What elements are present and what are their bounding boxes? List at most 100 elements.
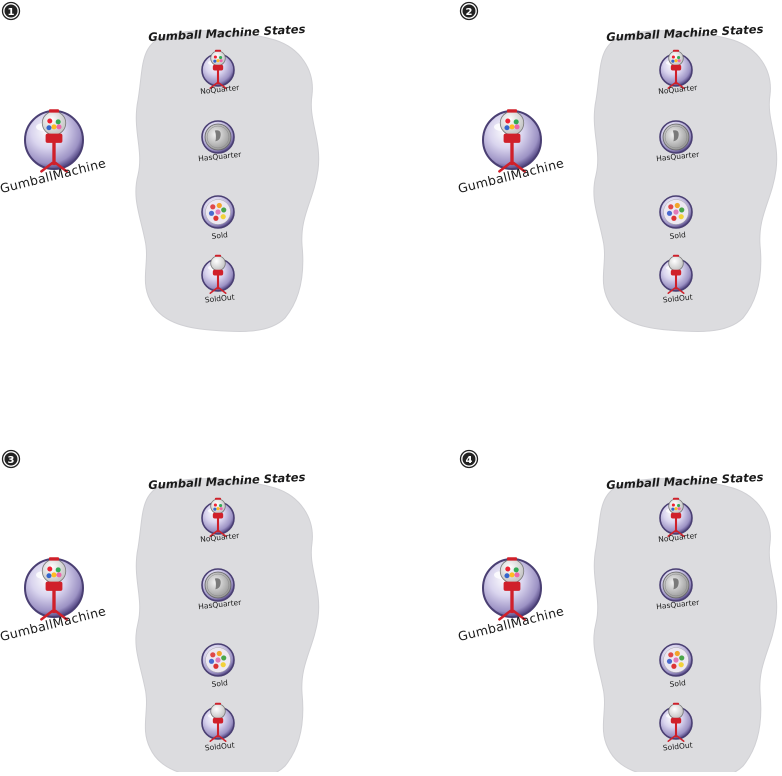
machine-body [212,512,224,519]
gumball [51,124,57,130]
machine-cap [214,702,222,705]
gumball [216,650,222,657]
panel-number-badge: 4 [459,449,479,469]
state-node [659,120,693,154]
badge-inner [4,452,18,466]
gumball [208,210,215,216]
machine-cap [672,497,680,500]
gumball [677,503,681,508]
panel-number: 4 [466,455,473,466]
machine-feet [498,161,526,173]
coin-profile [672,130,679,142]
gumball [504,573,510,579]
gumball-machine [24,109,84,173]
state-label: SoldOut [662,740,693,752]
gumball-machine-icon [498,109,526,173]
machine-body [670,64,682,71]
machine-globe [499,110,525,136]
machine-feet [667,735,685,742]
states-container [135,478,320,776]
state-label: Sold [211,678,228,689]
quarter-coin-icon [662,571,690,599]
panel-number: 1 [8,7,15,18]
machine-globe [668,703,684,719]
gumball [671,663,677,669]
gumball [666,658,673,664]
machine-feet [667,530,685,537]
gumball [509,124,515,130]
gumball [51,572,57,578]
machine-cap [672,49,680,52]
coin-rim [206,573,230,597]
empty-gumball-machine-icon [667,254,685,294]
state-node [201,643,235,677]
gumball [213,55,217,59]
gumball [213,507,217,511]
machine-pole [674,723,678,738]
state-node [659,497,693,537]
gumball [504,125,510,131]
gumball [668,204,674,210]
state-node [201,568,235,602]
gumball [671,55,675,59]
machine-cap [48,109,60,113]
panel-number: 2 [466,7,473,18]
gumball-machine-icon [209,497,227,537]
state-node [201,195,235,229]
machine-globe [668,50,684,66]
panel-number-badge: 2 [459,1,479,21]
badge-inner [462,4,476,18]
machine-pole [52,590,56,614]
gumball-machine-icon [209,49,227,89]
panel-number-badge: 1 [1,1,21,21]
gumball [56,572,62,578]
machine-pole [216,723,220,738]
gumball-machine [482,557,542,621]
gumball [514,572,520,578]
machine-body [45,133,63,143]
machine-body [503,581,521,591]
coin-profile [214,578,221,590]
empty-gumball-machine-icon [667,702,685,742]
machine-cap [506,109,518,113]
gumball [210,204,216,210]
gumball [220,662,226,668]
machine-globe [210,498,226,514]
machine-pole [510,142,514,166]
panel-number-badge: 3 [1,449,21,469]
machine-pole [216,518,220,533]
gumball-machine-icon [667,49,685,89]
gumball [220,214,226,220]
gumball [679,655,685,661]
gumball [671,507,675,511]
state-label: NoQuarter [658,83,699,96]
gumball [216,59,220,63]
gumball [221,655,227,661]
machine-pole [52,142,56,166]
gumball [677,507,681,511]
gumball [219,59,223,63]
machine-feet [209,735,227,742]
states-container [135,30,320,333]
machine-cap [672,254,680,257]
machine-feet [40,609,68,621]
empty-gumball-machine-icon [209,254,227,294]
gumball [215,657,221,663]
gumballs-icon [663,647,689,673]
state-node [659,49,693,89]
states-container [593,30,778,333]
gumball [219,503,223,508]
gumball [513,567,519,573]
machine-pole [216,275,220,290]
state-label: SoldOut [204,740,235,752]
quarter-coin-icon [662,123,690,151]
machine-pole [674,518,678,533]
coin-profile [214,130,221,142]
machine-globe [210,255,226,271]
machine-feet [498,609,526,621]
machine-globe [41,110,67,136]
gumball [674,507,678,511]
